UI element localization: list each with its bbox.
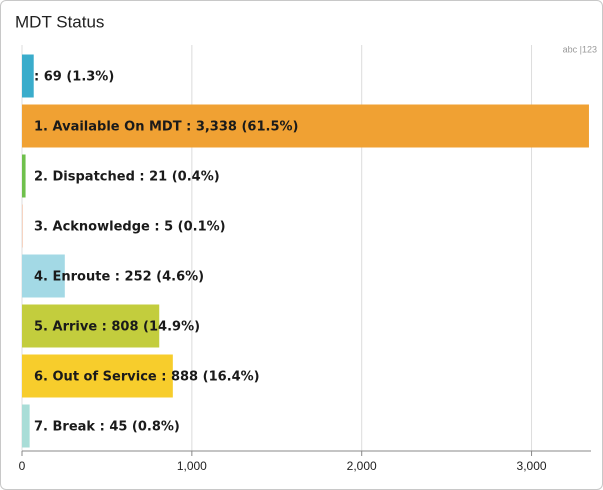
- x-tick-label: 0: [19, 459, 26, 473]
- bar-label: 5. Arrive : 808 (14.9%): [34, 320, 200, 335]
- bar: [22, 104, 589, 148]
- chart-title: MDT Status: [15, 12, 104, 31]
- bar-label: 2. Dispatched : 21 (0.4%): [34, 170, 220, 185]
- bar-label: : 69 (1.3%): [34, 70, 114, 85]
- bar-label: 3. Acknowledge : 5 (0.1%): [34, 220, 226, 235]
- bar: [22, 54, 34, 98]
- x-tick-label: 2,000: [347, 459, 377, 473]
- bar: [22, 204, 23, 248]
- bar-label: 4. Enroute : 252 (4.6%): [34, 270, 204, 285]
- bar: [22, 254, 65, 298]
- label-toggle[interactable]: abc |123: [563, 44, 597, 54]
- bar: [22, 154, 26, 198]
- bar-label: 7. Break : 45 (0.8%): [34, 420, 180, 435]
- bar: [22, 354, 173, 398]
- bar-label: 1. Available On MDT : 3,338 (61.5%): [34, 120, 298, 135]
- bar: [22, 304, 160, 348]
- x-tick-label: 1,000: [177, 459, 207, 473]
- x-tick-label: 3,000: [517, 459, 547, 473]
- bar: [22, 404, 30, 448]
- bar-label: 6. Out of Service : 888 (16.4%): [34, 370, 260, 385]
